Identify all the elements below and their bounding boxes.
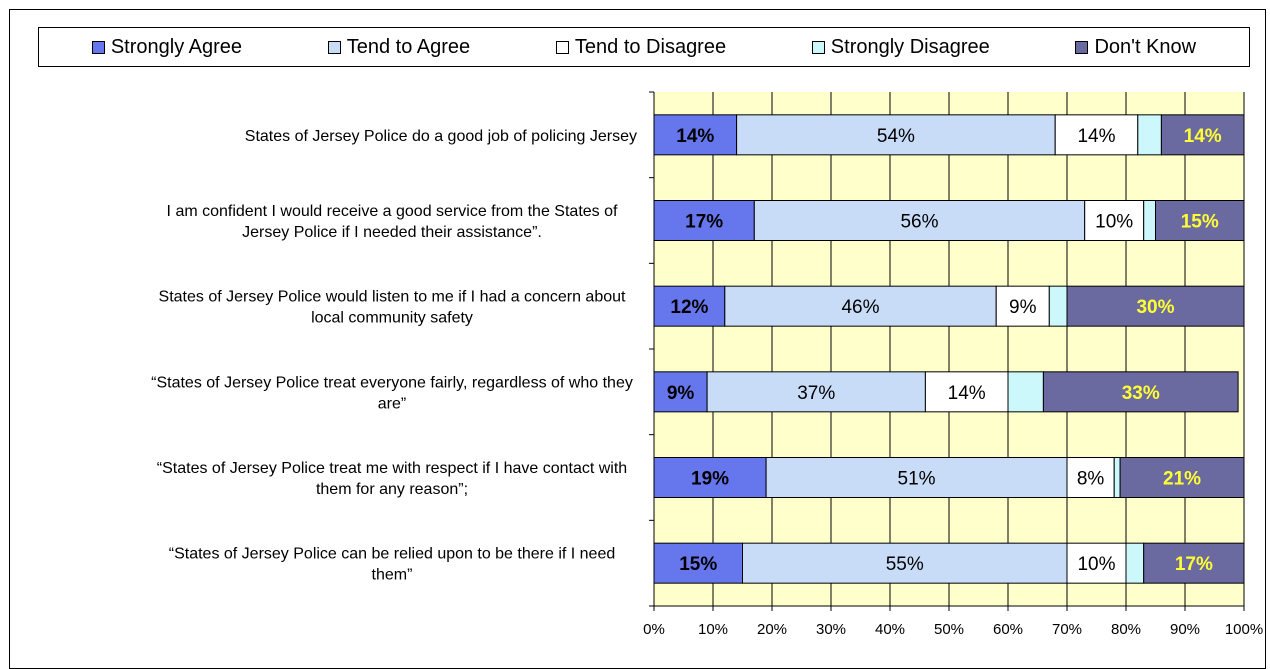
data-label: 14% bbox=[676, 126, 714, 147]
bar-segment bbox=[653, 371, 708, 413]
x-tick-label: 40% bbox=[875, 621, 905, 638]
category-label: I am confident I would receive a good se… bbox=[167, 203, 618, 241]
bar-segment bbox=[1066, 457, 1115, 498]
bar-segment bbox=[1160, 114, 1245, 156]
bar-segment bbox=[1113, 457, 1121, 498]
data-label: 8% bbox=[1077, 469, 1105, 490]
bar-segment bbox=[1143, 542, 1245, 584]
bar-segment bbox=[1042, 371, 1239, 413]
x-tick-label: 20% bbox=[757, 621, 787, 638]
legend-swatch bbox=[91, 40, 105, 54]
category-label-line: “States of Jersey Police treat everyone … bbox=[151, 374, 633, 391]
category-label-line: Jersey Police if I needed their assistan… bbox=[242, 224, 542, 241]
bar-segment bbox=[1066, 542, 1127, 584]
category-label-line: are” bbox=[378, 395, 406, 412]
data-label: 12% bbox=[670, 297, 708, 318]
bar-segment bbox=[1084, 200, 1145, 241]
data-label: 21% bbox=[1163, 469, 1201, 490]
category-label-line: “States of Jersey Police can be relied u… bbox=[169, 546, 616, 563]
category-label-line: States of Jersey Police do a good job of… bbox=[245, 128, 637, 145]
data-label: 10% bbox=[1077, 554, 1115, 575]
legend-item: Tend to Agree bbox=[327, 35, 471, 59]
data-label: 19% bbox=[691, 469, 729, 490]
data-label: 55% bbox=[886, 554, 924, 575]
x-tick-label: 100% bbox=[1225, 621, 1263, 638]
bar-segment bbox=[1137, 114, 1162, 156]
legend-item: Don't Know bbox=[1075, 36, 1196, 59]
x-tick-label: 90% bbox=[1170, 621, 1200, 638]
data-label: 14% bbox=[948, 383, 986, 404]
data-label: 15% bbox=[1181, 212, 1219, 233]
x-tick-label: 80% bbox=[1111, 621, 1141, 638]
category-label: “States of Jersey Police can be relied u… bbox=[169, 546, 616, 584]
data-label: 54% bbox=[877, 126, 915, 147]
bar-segment bbox=[736, 114, 1056, 156]
category-label: “States of Jersey Police treat me with r… bbox=[157, 460, 627, 498]
data-label: 17% bbox=[685, 212, 723, 233]
data-label: 33% bbox=[1122, 383, 1160, 404]
category-label-line: them” bbox=[372, 567, 413, 584]
legend-item: Tend to Disagree bbox=[555, 35, 727, 59]
category-label: States of Jersey Police would listen to … bbox=[159, 289, 626, 327]
legend-swatch bbox=[1075, 40, 1089, 54]
legend-swatch bbox=[555, 40, 569, 54]
category-label-line: them for any reason”; bbox=[316, 481, 468, 498]
legend: Strongly Agree Tend to Agree Tend to Disag… bbox=[38, 27, 1250, 67]
bar-segment bbox=[1048, 285, 1068, 327]
data-label: 56% bbox=[900, 212, 938, 233]
data-label: 30% bbox=[1136, 297, 1174, 318]
legend-swatch bbox=[327, 40, 341, 54]
bar-segment bbox=[653, 200, 755, 241]
legend-item: Strongly Disagree bbox=[811, 35, 990, 59]
bar-segment bbox=[1066, 285, 1245, 327]
x-tick-label: 30% bbox=[816, 621, 846, 638]
bar-segment bbox=[1125, 542, 1145, 584]
data-label: 14% bbox=[1077, 126, 1115, 147]
x-tick-label: 70% bbox=[1052, 621, 1082, 638]
bar-segment bbox=[1119, 457, 1245, 498]
legend-label: Tend to Disagree bbox=[574, 35, 727, 58]
x-tick-label: 50% bbox=[934, 621, 964, 638]
data-label: 37% bbox=[797, 383, 835, 404]
legend-swatch bbox=[811, 40, 825, 54]
data-label: 9% bbox=[1009, 297, 1037, 318]
legend-label: Tend to Agree bbox=[346, 35, 471, 58]
data-label: 46% bbox=[841, 297, 879, 318]
legend-item: Strongly Agree bbox=[91, 35, 243, 59]
category-label-line: I am confident I would receive a good se… bbox=[167, 203, 618, 220]
bar-segment bbox=[1155, 200, 1245, 241]
data-label: 9% bbox=[667, 383, 695, 404]
bar-segment bbox=[653, 114, 738, 156]
legend-label: Don't Know bbox=[1094, 35, 1197, 58]
x-tick-label: 60% bbox=[993, 621, 1023, 638]
category-label: “States of Jersey Police treat everyone … bbox=[151, 374, 633, 412]
bar-segment bbox=[706, 371, 926, 413]
category-label-line: local community safety bbox=[311, 310, 473, 327]
category-label-line: States of Jersey Police would listen to … bbox=[159, 289, 626, 306]
x-tick-label: 0% bbox=[643, 621, 665, 638]
bar-segment bbox=[742, 542, 1068, 584]
data-label: 10% bbox=[1095, 212, 1133, 233]
data-label: 51% bbox=[898, 469, 936, 490]
legend-label: Strongly Agree bbox=[110, 35, 243, 58]
data-label: 14% bbox=[1184, 126, 1222, 147]
bar-segment bbox=[1054, 114, 1139, 156]
bar-segment bbox=[1007, 371, 1044, 413]
bar-segment bbox=[753, 200, 1086, 241]
x-tick-label: 10% bbox=[698, 621, 728, 638]
bar-segment bbox=[1143, 200, 1156, 241]
bar-segment bbox=[724, 285, 997, 327]
category-label: States of Jersey Police do a good job of… bbox=[245, 128, 637, 145]
legend-label: Strongly Disagree bbox=[830, 35, 990, 58]
bar-segment bbox=[653, 542, 743, 584]
data-label: 17% bbox=[1175, 554, 1213, 575]
category-label-line: “States of Jersey Police treat me with r… bbox=[157, 460, 627, 477]
data-label: 15% bbox=[679, 554, 717, 575]
